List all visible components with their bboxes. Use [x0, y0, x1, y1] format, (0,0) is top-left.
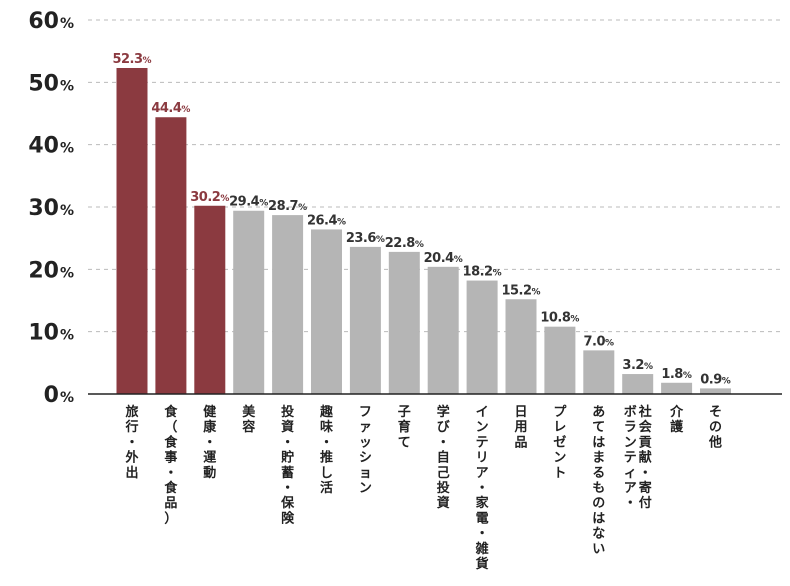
y-tick-label: 50% [28, 71, 74, 96]
bar [311, 229, 342, 394]
bar [388, 251, 420, 394]
category-label: 子育て [398, 405, 411, 450]
category-label: 食（食事・食品） [164, 404, 178, 526]
category-label: 日用品 [513, 405, 527, 450]
y-tick-label: 40% [28, 134, 74, 159]
bar-value-label: 18.2% [463, 265, 502, 280]
bar [194, 205, 226, 394]
bar [116, 67, 148, 394]
bar-value-label: 30.2% [190, 190, 229, 205]
category-label: ファッション [359, 405, 372, 496]
bar [661, 382, 693, 394]
y-tick-label: 0% [44, 383, 74, 408]
bar [427, 266, 459, 394]
bar [505, 299, 537, 394]
category-label: 投資・貯蓄・保険 [280, 404, 295, 526]
category-label: プレゼント [553, 405, 567, 481]
bar [544, 326, 576, 394]
bar-value-label: 26.4% [307, 213, 346, 228]
category-label: ボランティア・社会貢献・寄付 [624, 404, 653, 511]
bar-value-label: 10.8% [540, 311, 579, 326]
y-tick-label: 30% [28, 196, 74, 221]
y-axis-tick-labels: 0% 10% 20% 30% 40% 50% 60% [28, 9, 74, 408]
bar-value-label: 29.4% [229, 195, 268, 210]
bar [622, 374, 654, 394]
bar [272, 215, 304, 394]
bar [349, 246, 381, 394]
category-label: 学び・自己投資 [437, 404, 451, 511]
x-axis-category-labels: 旅行・外出 食（食事・食品） 健康・運動 美容 投資・貯蓄・保険 趣味・推し活 ファッション… [124, 404, 722, 572]
bar-value-label: 22.8% [385, 236, 424, 251]
y-tick-label: 60% [28, 9, 74, 34]
category-label: 趣味・推し活 [319, 404, 334, 496]
bar-value-label: 52.3% [112, 52, 151, 67]
category-label: 介護 [669, 404, 684, 435]
category-label: インテリア・家電・雑貨 [475, 405, 490, 572]
bar [583, 350, 615, 394]
category-label: その他 [708, 405, 722, 450]
bar [700, 388, 731, 394]
bar-value-label: 44.4% [151, 101, 190, 116]
bar-value-labels: 52.3% 44.4% 30.2% 29.4% 28.7%26.4%23.6% 22.8%… [112, 52, 730, 387]
bar [466, 280, 498, 394]
y-tick-label: 10% [28, 321, 74, 346]
bar-value-label: 7.0% [584, 334, 615, 349]
bar [155, 117, 187, 395]
bars [116, 67, 731, 395]
category-label: あてはまるものはない [592, 405, 605, 557]
category-label: 健康・運動 [203, 404, 217, 481]
y-tick-label: 20% [28, 258, 74, 283]
bar [233, 210, 265, 394]
bar-value-label: 15.2% [501, 283, 540, 298]
bar-value-label: 0.9% [700, 372, 731, 387]
bar-value-label: 20.4% [424, 251, 463, 266]
bar-value-label: 3.2% [622, 358, 653, 373]
category-label: 美容 [241, 404, 256, 435]
bar-value-label: 1.8% [661, 367, 692, 382]
bar-value-label: 23.6% [346, 231, 385, 246]
category-label: 旅行・外出 [124, 404, 138, 481]
bar-value-label: 28.7% [268, 199, 307, 214]
